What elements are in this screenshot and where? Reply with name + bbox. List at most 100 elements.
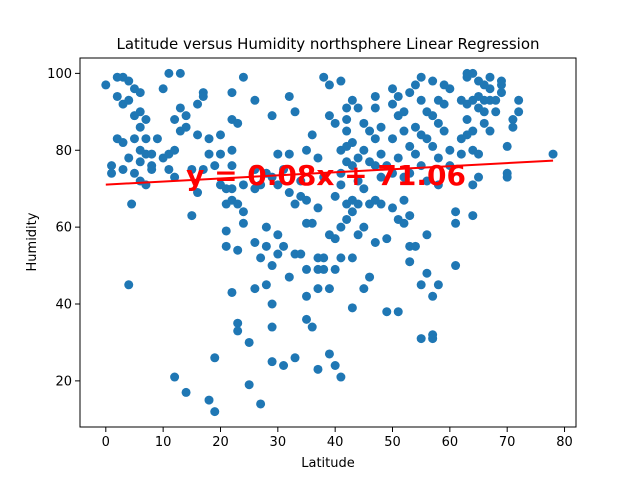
data-point (135, 88, 145, 98)
data-point (124, 280, 134, 290)
data-point (135, 157, 145, 167)
data-point (347, 253, 357, 263)
data-point (388, 134, 398, 144)
data-point (170, 372, 180, 382)
y-axis-label: Humidity (25, 212, 40, 271)
data-point (290, 353, 300, 363)
data-point (193, 130, 203, 140)
data-point (147, 164, 157, 174)
data-point (319, 253, 329, 263)
data-point (107, 168, 117, 178)
data-point (479, 118, 489, 128)
data-point (324, 80, 334, 90)
data-point (485, 84, 495, 94)
data-point (256, 180, 266, 190)
data-point (382, 307, 392, 317)
data-point (330, 118, 340, 128)
data-point (468, 68, 478, 78)
data-point (433, 180, 443, 190)
data-point (313, 153, 323, 163)
data-point (324, 349, 334, 359)
data-point (324, 111, 334, 121)
data-point (107, 161, 117, 171)
data-point (279, 164, 289, 174)
data-point (485, 72, 495, 82)
data-point (181, 122, 191, 132)
data-point (353, 176, 363, 186)
x-tick-label: 80 (556, 435, 573, 450)
data-point (307, 322, 317, 332)
data-point (307, 130, 317, 140)
data-point (439, 126, 449, 136)
x-tick-label: 30 (270, 435, 287, 450)
data-point (399, 107, 409, 117)
x-tick-label: 70 (499, 435, 516, 450)
data-point (353, 103, 363, 113)
data-point (181, 387, 191, 397)
data-point (112, 91, 122, 101)
regression-equation: y = 0.08x + 71.06 (186, 159, 466, 192)
data-point (250, 284, 260, 294)
data-point (267, 299, 277, 309)
data-point (227, 88, 237, 98)
data-point (428, 111, 438, 121)
axis-ticks: 0 10 20 30 40 50 60 70 80 20 40 60 80 100 (47, 67, 573, 450)
data-point (124, 76, 134, 86)
data-point (548, 149, 558, 159)
data-point (445, 84, 455, 94)
data-point (261, 280, 271, 290)
data-point (279, 241, 289, 251)
data-point (129, 134, 139, 144)
data-point (353, 230, 363, 240)
data-point (215, 130, 225, 140)
data-point (227, 184, 237, 194)
data-point (319, 72, 329, 82)
y-tick-label: 80 (55, 144, 72, 159)
data-point (347, 138, 357, 148)
data-point (514, 95, 524, 105)
data-point (204, 134, 214, 144)
data-point (227, 145, 237, 155)
data-point (210, 407, 220, 417)
x-tick-label: 10 (155, 435, 172, 450)
data-point (250, 95, 260, 105)
data-point (422, 268, 432, 278)
data-point (261, 222, 271, 232)
data-point (422, 134, 432, 144)
data-point (491, 107, 501, 117)
data-point (485, 126, 495, 136)
data-point (359, 145, 369, 155)
data-point (170, 145, 180, 155)
data-point (290, 199, 300, 209)
data-point (164, 68, 174, 78)
data-point (296, 176, 306, 186)
data-point (250, 238, 260, 247)
data-point (370, 103, 380, 113)
data-point (187, 211, 197, 221)
data-point (462, 115, 472, 124)
data-point (336, 180, 346, 190)
x-tick-label: 60 (442, 435, 459, 450)
data-point (514, 107, 524, 117)
data-point (135, 122, 145, 132)
y-tick-label: 20 (55, 374, 72, 389)
data-point (474, 172, 484, 182)
data-point (496, 88, 506, 98)
data-point (193, 99, 203, 109)
data-point (353, 153, 363, 163)
data-point (433, 280, 443, 290)
data-point (399, 218, 409, 228)
data-point (336, 372, 346, 382)
data-point (388, 84, 398, 94)
data-point (382, 161, 392, 171)
data-point (410, 241, 420, 251)
data-point (359, 222, 369, 232)
data-point (193, 188, 203, 198)
data-point (330, 361, 340, 370)
data-point (359, 118, 369, 128)
data-point (141, 134, 151, 144)
data-point (147, 149, 157, 159)
data-point (496, 80, 506, 90)
data-point (198, 91, 208, 101)
data-point (428, 291, 438, 301)
